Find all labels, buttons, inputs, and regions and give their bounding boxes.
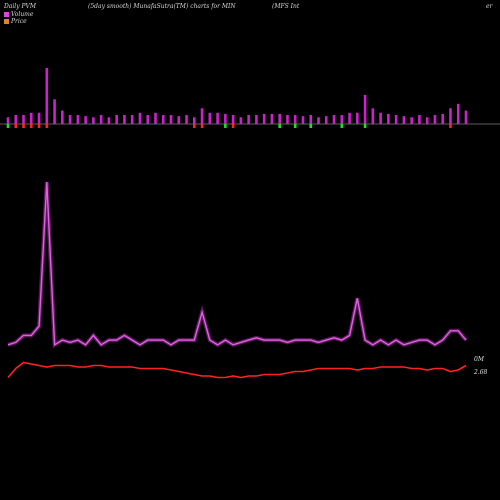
volume-bar-stub [6,124,10,128]
volume-bar [371,108,375,124]
volume-line-glow [7,181,468,349]
legend-price-swatch [4,19,9,24]
volume-bar [449,108,452,124]
volume-last-label: 0M [474,356,485,363]
volume-bar [115,115,118,124]
volume-bar [301,116,305,124]
volume-bar-stub [14,124,18,128]
volume-bar [138,112,142,124]
volume-bar [169,115,173,124]
volume-bar [231,115,235,124]
volume-bar [200,108,204,124]
volume-bar [239,117,243,124]
volume-bar [410,117,413,124]
volume-bar [130,115,134,124]
volume-bar [154,112,157,124]
header-left: Daily PVM [4,3,37,10]
volume-bar [107,117,111,124]
volume-bar [402,116,406,124]
volume-bar-stub [293,124,297,128]
legend-volume: Volume [4,11,33,18]
volume-bar [433,115,437,124]
volume-bar [324,116,328,124]
volume-bar [146,115,150,124]
volume-bar [418,115,421,124]
volume-bar-stub [340,124,344,128]
legend-volume-label: Volume [11,11,34,18]
volume-bar [29,112,33,124]
volume-bar-stub [37,124,41,128]
volume-bar [340,115,344,124]
volume-bar-stub [231,124,235,128]
volume-bar [309,115,313,124]
volume-bar-stub [22,124,25,128]
price-line [7,361,467,379]
volume-bar [76,115,80,124]
volume-bar [45,68,49,124]
volume-bar [161,115,165,124]
volume-bar [286,115,289,124]
volume-bar [394,115,398,124]
volume-bar [216,112,219,124]
volume-bar [14,115,18,124]
header-right: (MFS Int [272,3,300,10]
volume-bar [441,113,445,124]
volume-line [7,181,467,347]
volume-bar [224,113,227,124]
legend-volume-swatch [4,12,9,17]
volume-bar [270,113,274,124]
volume-bar [208,112,212,124]
legend-price-label: Price [11,18,27,25]
volume-bar [247,115,250,124]
header-title: (5day smooth) MunafaSutra(TM) charts for… [88,3,236,10]
legend-price: Price [4,18,27,25]
volume-bar [332,115,336,124]
volume-bar [185,115,188,124]
volume-bar [348,112,351,124]
volume-bar-stub [278,124,281,128]
volume-bar [22,115,25,124]
volume-bar-stub [29,124,33,128]
volume-bar [278,113,281,124]
volume-bar [379,112,382,124]
volume-bar [68,115,72,124]
volume-bar-stub [363,124,367,128]
price-last-label: 2.68 [473,369,488,376]
volume-bar [37,112,41,124]
volume-bar-stub [449,124,452,128]
volume-bar [84,116,87,124]
volume-bar [177,116,181,124]
volume-bar-stub [309,124,313,128]
volume-bar-stub [45,124,49,128]
volume-bar [262,113,266,124]
volume-bar [193,117,196,124]
header-far-right: er [486,3,493,10]
volume-bar-stub [193,124,196,128]
volume-bar [356,112,359,124]
volume-bar [456,103,460,124]
volume-bar [317,117,320,124]
volume-bar [363,94,367,124]
volume-bar-stub [224,124,227,128]
volume-bar [123,115,126,124]
volume-bar [425,117,429,124]
volume-bar-stub [200,124,204,128]
volume-bar [255,115,258,124]
volume-bar [92,117,95,124]
volume-bar [293,115,297,124]
volume-bar [387,113,390,124]
volume-bar [99,115,103,124]
volume-bar [6,117,10,124]
volume-bar [61,110,64,124]
volume-bar [53,99,56,124]
volume-bar [464,110,468,124]
